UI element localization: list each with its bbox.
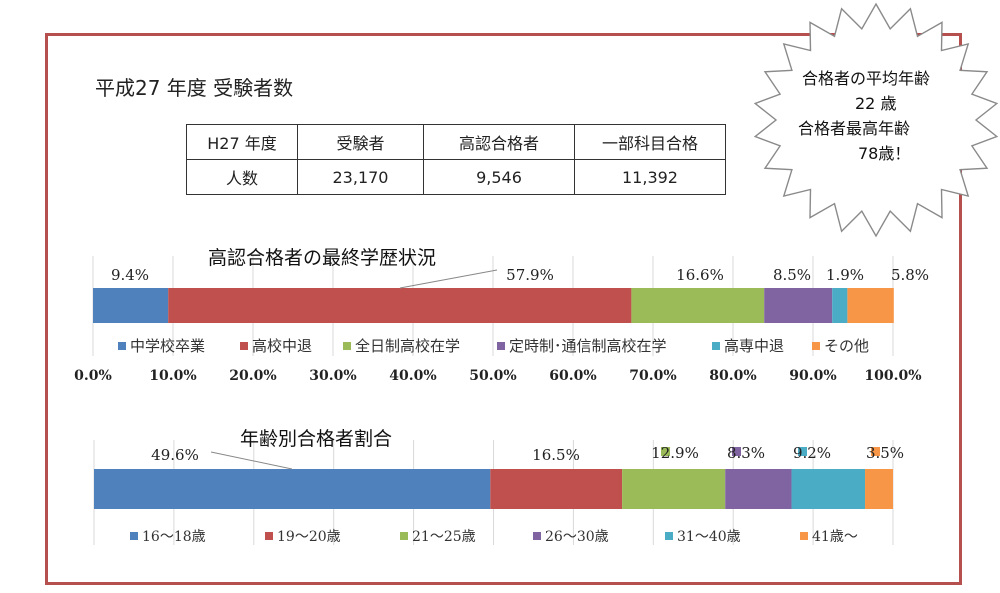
- data-label-marker: [798, 447, 807, 456]
- legend-marker: [240, 342, 248, 350]
- legend-label: 31～40歳: [677, 529, 741, 545]
- x-tick-label: 100.0%: [864, 368, 921, 384]
- data-label: 5.8%: [891, 266, 929, 284]
- legend-label: 26～30歳: [545, 529, 609, 545]
- data-label: 9.4%: [111, 266, 149, 284]
- legend-marker: [665, 532, 673, 540]
- starburst-outline: [753, 2, 999, 238]
- data-label: 3.5%: [866, 444, 904, 462]
- data-label-marker: [732, 447, 741, 456]
- legend-label: その他: [824, 337, 869, 355]
- bar-segment: [725, 469, 792, 509]
- legend-label: 全日制高校在学: [355, 337, 460, 355]
- callout-line: 合格者の平均年齢: [802, 69, 931, 88]
- bar-segment: [168, 288, 632, 323]
- x-tick-label: 80.0%: [709, 368, 756, 384]
- starburst-callout: 合格者の平均年齢 22 歳 合格者最高年齢 78歳！: [752, 66, 1000, 166]
- legend-marker: [400, 532, 408, 540]
- bar-segment: [764, 288, 833, 323]
- legend-marker: [130, 532, 138, 540]
- legend-label: 41歳～: [812, 529, 858, 545]
- x-tick-label: 70.0%: [629, 368, 676, 384]
- leader-line: [399, 269, 498, 289]
- data-label: 57.9%: [506, 266, 554, 284]
- bar-segment: [94, 469, 491, 509]
- data-label: 12.9%: [651, 444, 699, 462]
- legend-label: 中学校卒業: [130, 337, 205, 355]
- data-label: 16.5%: [532, 446, 580, 464]
- table-cell: 9,546: [423, 159, 575, 195]
- legend-label: 21～25歳: [412, 529, 476, 545]
- legend-label: 定時制･通信制高校在学: [509, 337, 667, 355]
- legend-marker: [265, 532, 273, 540]
- legend-marker: [812, 342, 820, 350]
- bar-segment: [622, 469, 726, 509]
- data-label-marker: [661, 447, 670, 456]
- legend-label: 16～18歳: [142, 529, 206, 545]
- data-label: 49.6%: [151, 446, 199, 464]
- legend-marker: [497, 342, 505, 350]
- stats-table: H27 年度 受験者 高認合格者 一部科目合格 人数 23,170 9,546 …: [186, 124, 726, 195]
- legend-label: 高校中退: [252, 337, 312, 355]
- bar-segment: [93, 288, 169, 323]
- data-label: 1.9%: [826, 266, 864, 284]
- bar-segment: [490, 469, 623, 509]
- bar-segment: [847, 288, 894, 323]
- bar-segment: [865, 469, 893, 509]
- legend-marker: [533, 532, 541, 540]
- data-label: 9.2%: [793, 444, 831, 462]
- chart-title: 年齢別合格者割合: [240, 428, 392, 450]
- table-header-cell: 一部科目合格: [574, 124, 726, 160]
- callout-line: 22 歳: [855, 94, 897, 113]
- leader-line: [210, 451, 293, 470]
- page-title: 平成27 年度 受験者数: [95, 76, 294, 100]
- x-tick-label: 60.0%: [549, 368, 596, 384]
- callout-line: 78歳！: [858, 144, 911, 163]
- content-frame: [45, 33, 962, 585]
- legend-label: 高専中退: [724, 337, 784, 355]
- bar-segment: [791, 469, 866, 509]
- x-tick-label: 90.0%: [789, 368, 836, 384]
- x-tick-label: 30.0%: [309, 368, 356, 384]
- table-cell: 23,170: [297, 159, 424, 195]
- x-tick-label: 0.0%: [74, 368, 112, 384]
- legend-label: 19～20歳: [277, 529, 341, 545]
- data-label: 8.5%: [773, 266, 811, 284]
- table-cell: 11,392: [574, 159, 726, 195]
- callout-line: 合格者最高年齢: [798, 119, 911, 138]
- bar-segment: [832, 288, 848, 323]
- legend-marker: [343, 342, 351, 350]
- x-tick-label: 40.0%: [389, 368, 436, 384]
- starburst-callout-shape: [753, 2, 999, 238]
- bar-segment: [631, 288, 765, 323]
- x-tick-label: 20.0%: [229, 368, 276, 384]
- x-tick-label: 10.0%: [149, 368, 196, 384]
- chart-title: 高認合格者の最終学歴状況: [208, 247, 436, 269]
- table-row: 人数 23,170 9,546 11,392: [186, 159, 726, 195]
- table-header-cell: 高認合格者: [423, 124, 575, 160]
- legend-marker: [800, 532, 808, 540]
- data-label: 16.6%: [676, 266, 724, 284]
- data-label: 8.3%: [727, 444, 765, 462]
- data-label-marker: [871, 447, 880, 456]
- legend-marker: [712, 342, 720, 350]
- x-tick-label: 50.0%: [469, 368, 516, 384]
- legend-marker: [118, 342, 126, 350]
